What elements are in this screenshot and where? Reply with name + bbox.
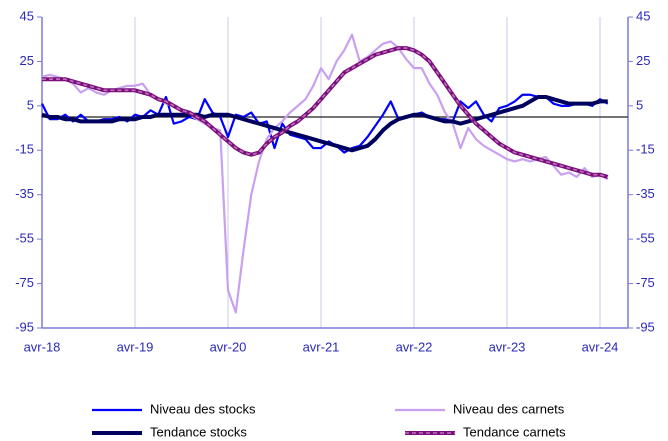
y-tick-label: 5 bbox=[27, 97, 34, 112]
y-tick-label: -95 bbox=[15, 319, 34, 334]
y2-tick-label: -55 bbox=[636, 231, 655, 246]
y2-tick-label: -95 bbox=[636, 319, 655, 334]
y-tick-label: -35 bbox=[15, 186, 34, 201]
y2-tick-label: 25 bbox=[636, 53, 650, 68]
y-tick-label: 45 bbox=[20, 8, 34, 23]
series-line-dash bbox=[42, 47, 608, 178]
legend-label: Niveau des carnets bbox=[453, 401, 565, 416]
legend-label: Niveau des stocks bbox=[150, 401, 256, 416]
x-tick-label: avr-24 bbox=[582, 339, 619, 354]
series-line bbox=[41, 94, 608, 153]
legend-label: Tendance carnets bbox=[463, 424, 566, 439]
x-tick-label: avr-22 bbox=[396, 339, 433, 354]
y-tick-label: -55 bbox=[15, 231, 34, 246]
y-tick-label: -75 bbox=[15, 275, 34, 290]
y-tick-label: 25 bbox=[20, 53, 34, 68]
legend-label: Tendance stocks bbox=[150, 424, 247, 439]
series-line bbox=[41, 93, 609, 154]
x-tick-label: avr-19 bbox=[117, 339, 154, 354]
y2-tick-label: -35 bbox=[636, 186, 655, 201]
x-tick-label: avr-18 bbox=[24, 339, 61, 354]
legend: Niveau des stocks Niveau des carnets Tenda… bbox=[92, 401, 566, 439]
x-tick-label: avr-20 bbox=[210, 339, 247, 354]
y2-tick-label: -15 bbox=[636, 142, 655, 157]
x-tick-label: avr-23 bbox=[489, 339, 526, 354]
y2-tick-label: -75 bbox=[636, 275, 655, 290]
y2-tick-label: 45 bbox=[636, 8, 650, 23]
series-line bbox=[41, 33, 609, 314]
series-line bbox=[42, 46, 609, 179]
x-tick-label: avr-21 bbox=[303, 339, 340, 354]
y2-tick-label: 5 bbox=[636, 97, 643, 112]
y-tick-label: -15 bbox=[15, 142, 34, 157]
